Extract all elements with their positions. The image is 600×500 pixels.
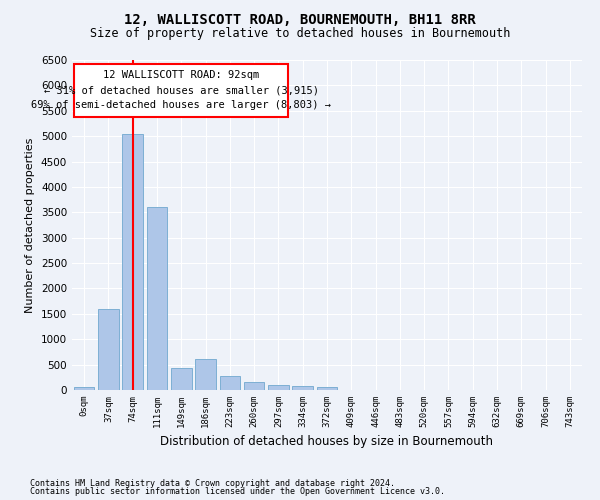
Bar (220, 376, 240, 390)
Bar (195, 358, 216, 390)
Bar (244, 382, 265, 390)
Text: 69% of semi-detached houses are larger (8,803) →: 69% of semi-detached houses are larger (… (31, 100, 331, 110)
Text: 12, WALLISCOTT ROAD, BOURNEMOUTH, BH11 8RR: 12, WALLISCOTT ROAD, BOURNEMOUTH, BH11 8… (124, 12, 476, 26)
Bar (122, 134, 143, 390)
Y-axis label: Number of detached properties: Number of detached properties (25, 138, 35, 312)
Text: Size of property relative to detached houses in Bournemouth: Size of property relative to detached ho… (90, 28, 510, 40)
Bar (268, 386, 289, 390)
Text: ← 31% of detached houses are smaller (3,915): ← 31% of detached houses are smaller (3,… (44, 86, 319, 96)
X-axis label: Distribution of detached houses by size in Bournemouth: Distribution of detached houses by size … (161, 436, 493, 448)
Text: Contains public sector information licensed under the Open Government Licence v3: Contains public sector information licen… (30, 487, 445, 496)
Bar (98, 309, 119, 390)
Bar (292, 386, 313, 390)
Bar (171, 368, 191, 390)
Bar (74, 388, 94, 390)
FancyBboxPatch shape (74, 64, 289, 117)
Bar (317, 388, 337, 390)
Text: 12 WALLISCOTT ROAD: 92sqm: 12 WALLISCOTT ROAD: 92sqm (103, 70, 259, 80)
Text: Contains HM Land Registry data © Crown copyright and database right 2024.: Contains HM Land Registry data © Crown c… (30, 478, 395, 488)
Bar (146, 207, 167, 390)
